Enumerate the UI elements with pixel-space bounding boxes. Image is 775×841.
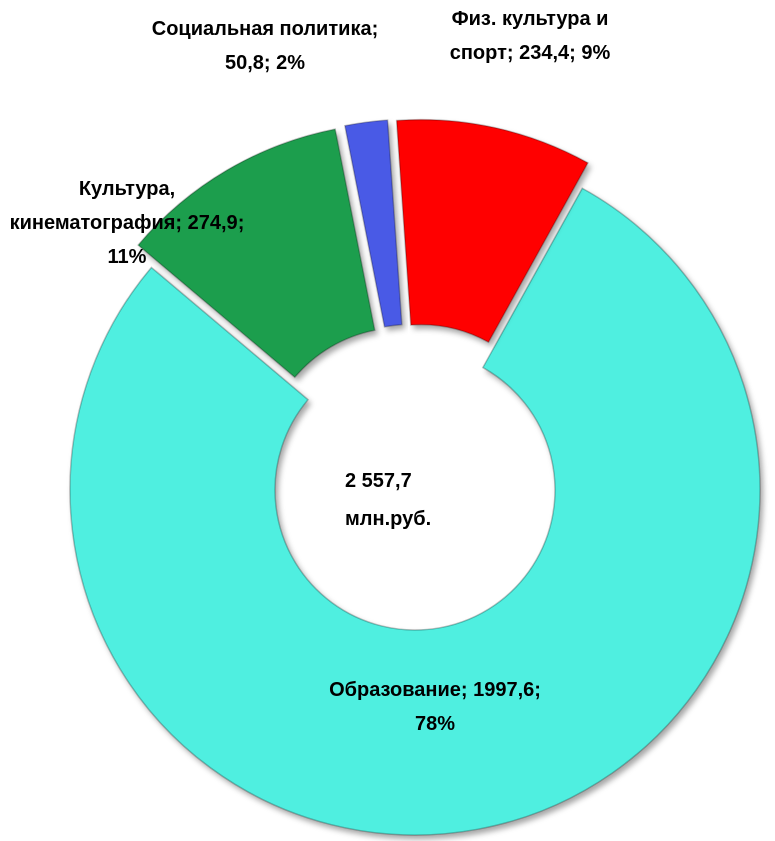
label-value: 234,4	[519, 42, 570, 64]
label-percent: 2%	[276, 52, 306, 74]
label-percent: 11%	[107, 246, 147, 268]
sep: ;	[569, 42, 582, 64]
sep: ;	[460, 679, 474, 701]
label-social: Социальная политика; 50,8; 2%	[140, 12, 390, 80]
label-percent: 78%	[414, 713, 456, 735]
sep: ;	[506, 42, 520, 64]
slice	[69, 187, 761, 836]
label-category: Физ. культура и спорт	[449, 8, 609, 64]
sep: ;	[175, 212, 188, 234]
label-value: 1997,6	[473, 679, 535, 701]
label-value: 274,9	[187, 212, 238, 234]
label-percent: 9%	[581, 42, 611, 64]
label-category: Культура, кинематография	[9, 178, 176, 234]
label-category: Социальная политика	[151, 18, 372, 40]
total: 2 557,7	[345, 470, 412, 492]
center-label: 2 557,7 млн.руб.	[345, 462, 465, 538]
label-category: Образование	[329, 679, 461, 701]
label-value: 50,8	[224, 52, 264, 74]
slice	[344, 119, 403, 328]
label-culture: Культура, кинематография; 274,9; 11%	[2, 172, 252, 274]
unit: млн.руб.	[345, 508, 432, 530]
sep: ;	[371, 18, 379, 40]
sep: ;	[534, 679, 541, 701]
slice	[395, 118, 589, 344]
sep: ;	[263, 52, 277, 74]
label-education: Образование; 1997,6; 78%	[325, 673, 545, 741]
slices	[69, 118, 761, 836]
sep: ;	[237, 212, 245, 234]
label-sport: Физ. культура и спорт; 234,4; 9%	[420, 2, 640, 70]
slice	[137, 128, 376, 379]
